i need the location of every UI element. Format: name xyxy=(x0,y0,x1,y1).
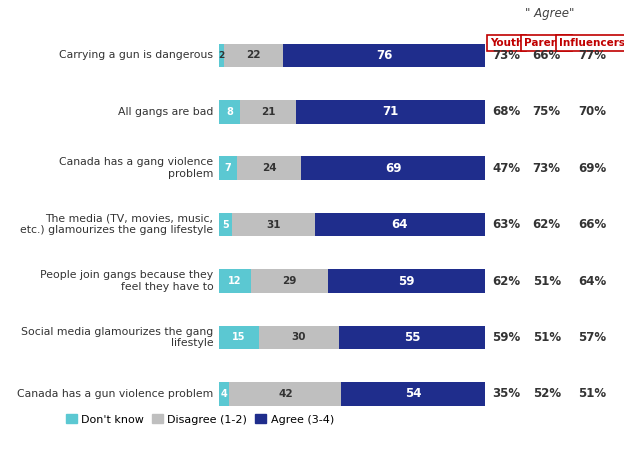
Text: Parents: Parents xyxy=(524,38,569,48)
Bar xyxy=(232,213,314,236)
Text: 42: 42 xyxy=(278,389,293,399)
Text: Social media glamourizes the gang
lifestyle: Social media glamourizes the gang lifest… xyxy=(21,327,213,348)
Text: 77%: 77% xyxy=(578,49,606,62)
Bar xyxy=(328,269,485,293)
Text: 63%: 63% xyxy=(492,218,521,231)
Bar xyxy=(339,326,485,349)
Text: Canada has a gun violence problem: Canada has a gun violence problem xyxy=(17,389,213,399)
Bar xyxy=(218,213,232,236)
Text: 47%: 47% xyxy=(492,162,521,175)
Text: 5: 5 xyxy=(222,219,229,230)
Bar xyxy=(218,44,224,67)
Bar xyxy=(218,100,240,124)
Text: Canada has a gang violence
problem: Canada has a gang violence problem xyxy=(59,157,213,179)
Text: 35%: 35% xyxy=(492,388,521,401)
Text: 15: 15 xyxy=(232,332,245,343)
Text: 73%: 73% xyxy=(493,49,520,62)
Text: 66%: 66% xyxy=(532,49,561,62)
Bar xyxy=(218,156,237,180)
Bar xyxy=(237,156,301,180)
Bar xyxy=(218,382,230,406)
Text: 69: 69 xyxy=(385,162,402,175)
Text: 64: 64 xyxy=(392,218,408,231)
Bar xyxy=(341,382,485,406)
Text: 30: 30 xyxy=(291,332,306,343)
Text: 75%: 75% xyxy=(533,105,561,118)
Bar xyxy=(251,269,328,293)
Text: 21: 21 xyxy=(261,107,275,117)
Text: 69%: 69% xyxy=(578,162,606,175)
Text: 22: 22 xyxy=(246,51,261,60)
Text: 57%: 57% xyxy=(578,331,606,344)
Bar xyxy=(230,382,341,406)
Text: 62%: 62% xyxy=(533,218,561,231)
Bar xyxy=(218,326,259,349)
Bar xyxy=(314,213,485,236)
Bar xyxy=(296,100,485,124)
Text: 59: 59 xyxy=(398,275,415,287)
Text: 70%: 70% xyxy=(578,105,606,118)
Text: 51%: 51% xyxy=(578,388,606,401)
Text: 12: 12 xyxy=(228,276,241,286)
Text: 24: 24 xyxy=(262,163,276,173)
Text: 54: 54 xyxy=(405,388,422,401)
Bar xyxy=(259,326,339,349)
Text: 51%: 51% xyxy=(533,275,561,287)
Text: 4: 4 xyxy=(221,389,227,399)
Text: The media (TV, movies, music,
etc.) glamourizes the gang lifestyle: The media (TV, movies, music, etc.) glam… xyxy=(20,214,213,235)
Bar xyxy=(224,44,283,67)
Text: 52%: 52% xyxy=(533,388,561,401)
Text: Influencers: Influencers xyxy=(559,38,624,48)
Text: 8: 8 xyxy=(226,107,233,117)
Text: 62%: 62% xyxy=(492,275,521,287)
Text: 2: 2 xyxy=(218,51,225,60)
Bar xyxy=(218,269,251,293)
Text: 76: 76 xyxy=(376,49,392,62)
Text: 55: 55 xyxy=(404,331,420,344)
Text: 68%: 68% xyxy=(492,105,521,118)
Text: 7: 7 xyxy=(225,163,232,173)
Text: 31: 31 xyxy=(266,219,281,230)
Text: 29: 29 xyxy=(282,276,296,286)
Text: 64%: 64% xyxy=(578,275,606,287)
Text: " Agree": " Agree" xyxy=(525,7,574,21)
Text: 73%: 73% xyxy=(533,162,561,175)
Text: 71: 71 xyxy=(383,105,399,118)
Text: People join gangs because they
feel they have to: People join gangs because they feel they… xyxy=(40,270,213,292)
Text: All gangs are bad: All gangs are bad xyxy=(118,107,213,117)
Bar xyxy=(301,156,485,180)
Text: 59%: 59% xyxy=(492,331,521,344)
Bar xyxy=(283,44,485,67)
Text: Youth: Youth xyxy=(490,38,524,48)
Text: 51%: 51% xyxy=(533,331,561,344)
Text: Carrying a gun is dangerous: Carrying a gun is dangerous xyxy=(59,51,213,60)
Bar xyxy=(240,100,296,124)
Legend: Don't know, Disagree (1-2), Agree (3-4): Don't know, Disagree (1-2), Agree (3-4) xyxy=(61,410,338,429)
Text: 66%: 66% xyxy=(578,218,606,231)
